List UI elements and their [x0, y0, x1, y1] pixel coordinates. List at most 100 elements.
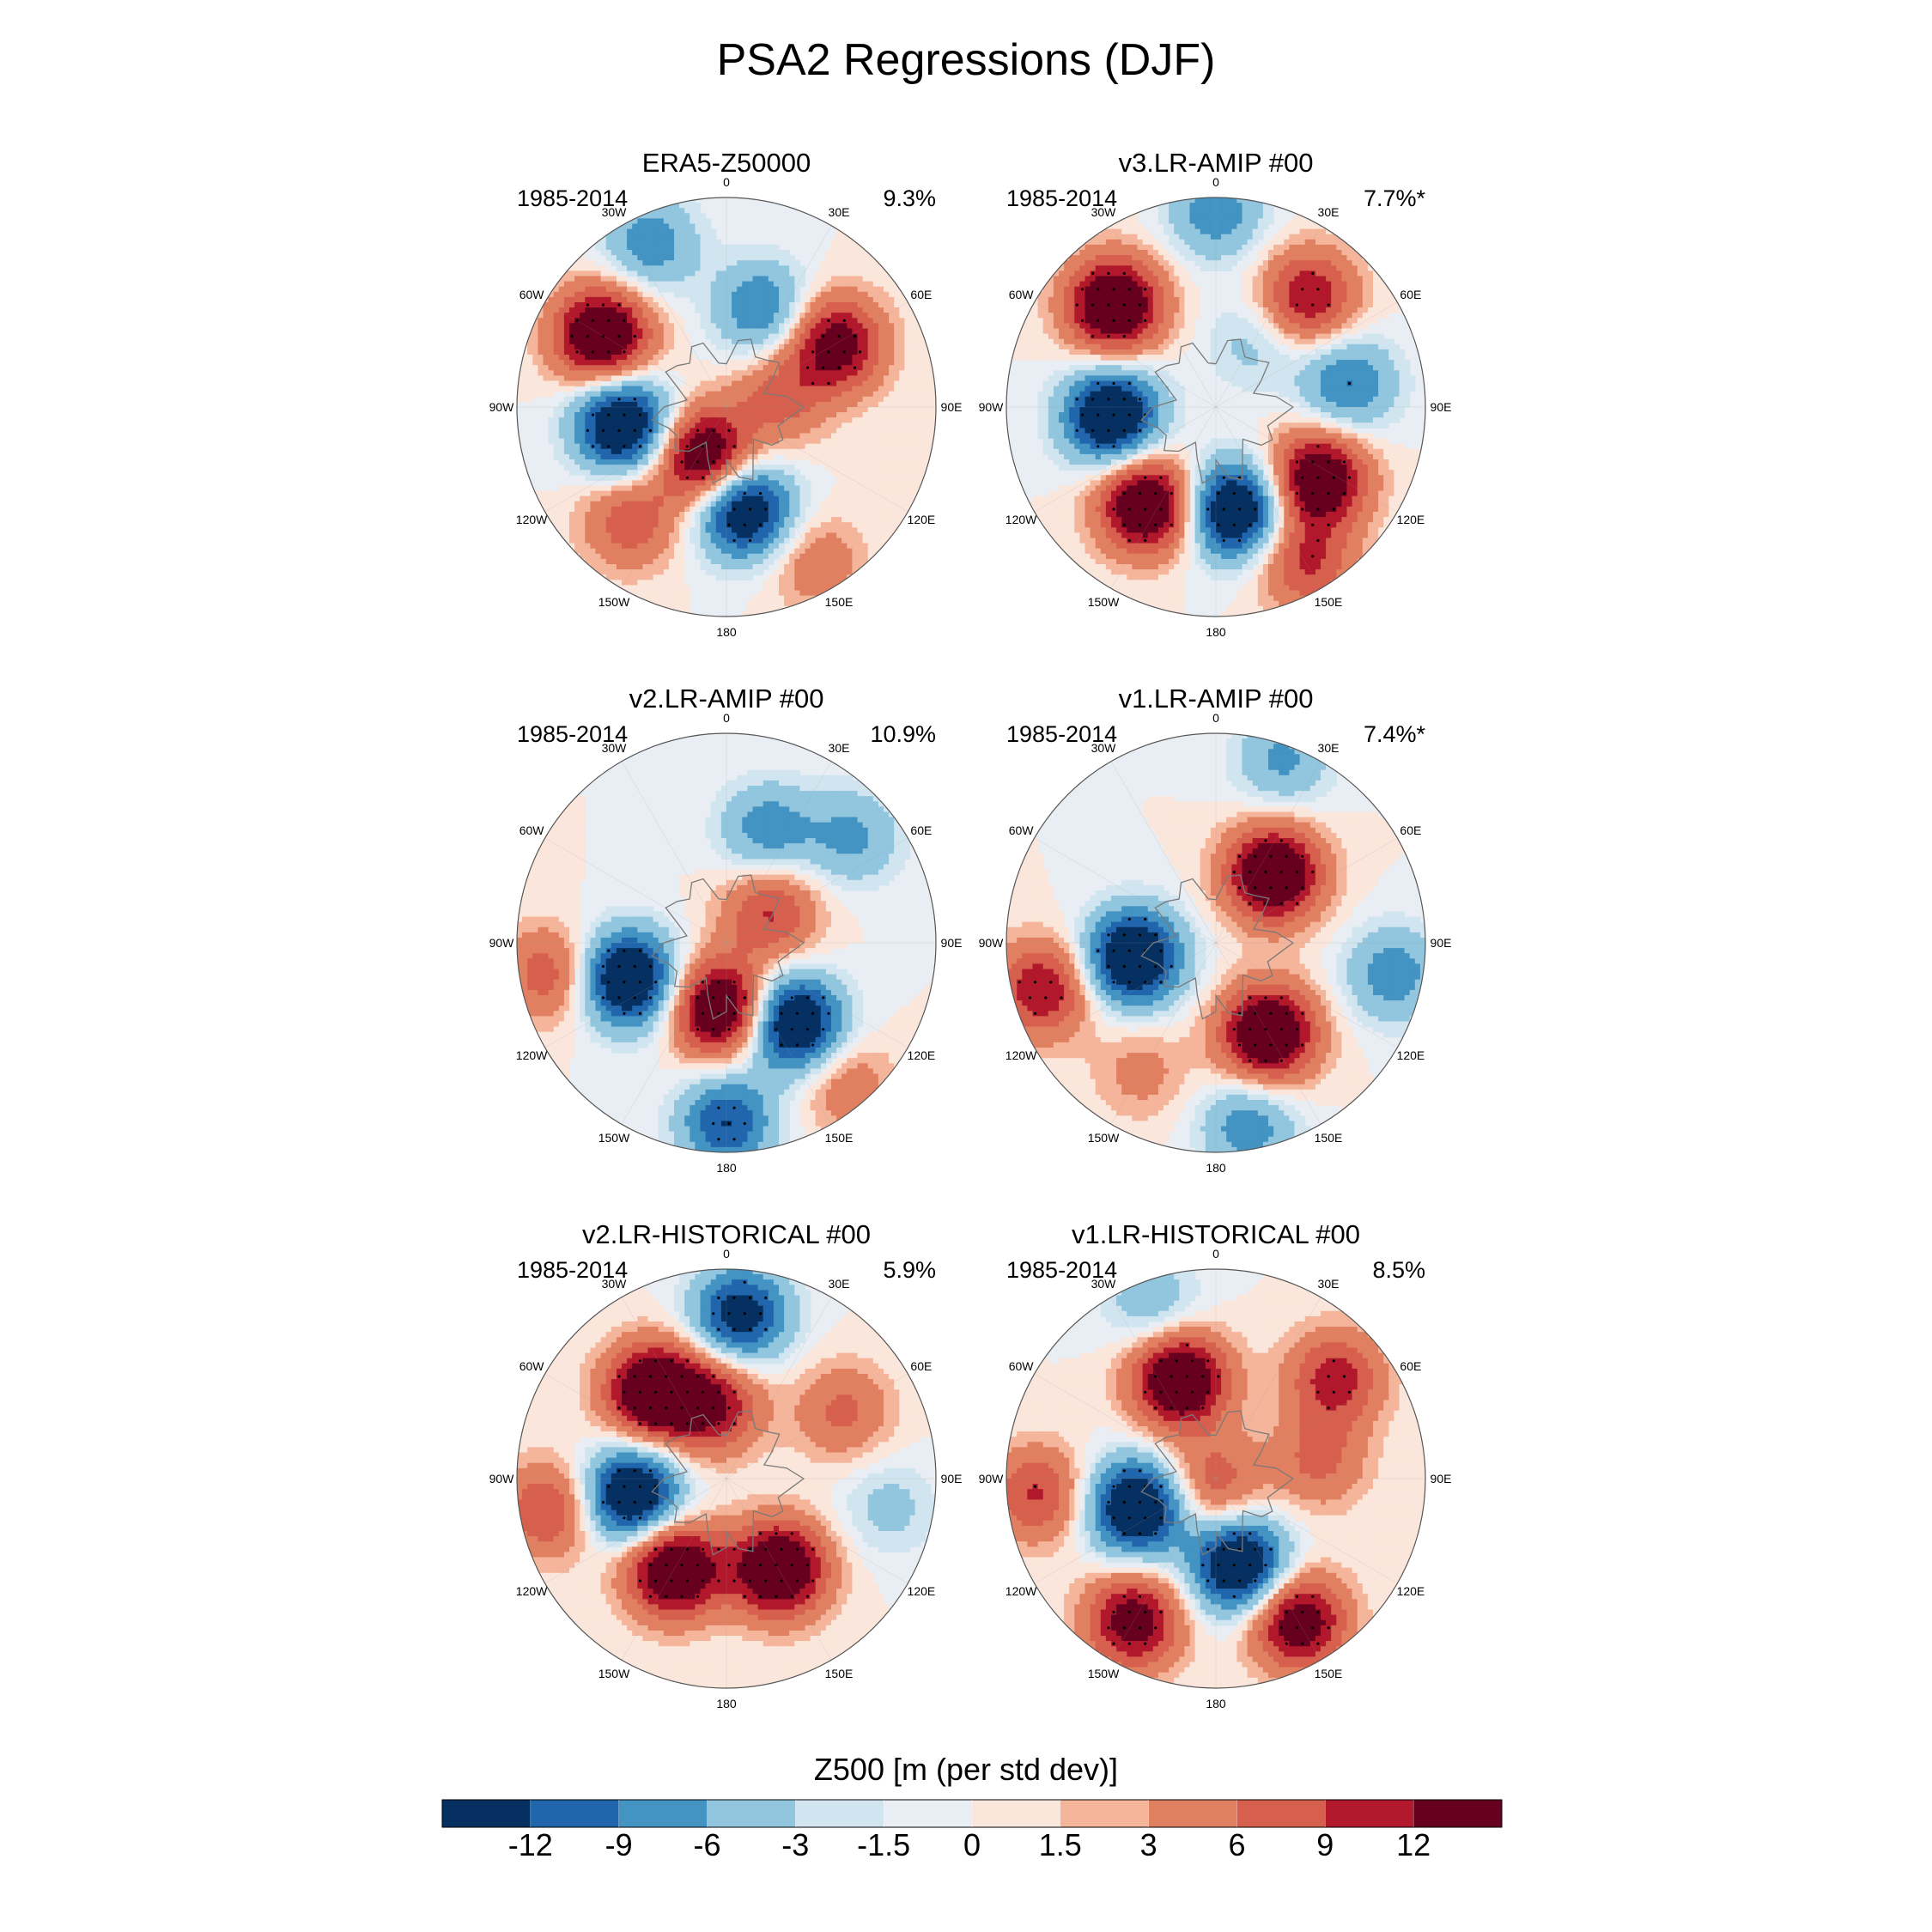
field-cell: [674, 485, 680, 492]
field-cell: [642, 538, 649, 544]
field-cell: [867, 506, 874, 513]
field-cell: [752, 428, 759, 434]
field-cell: [773, 365, 780, 371]
field-cell: [872, 470, 879, 476]
field-cell: [616, 401, 623, 408]
field-cell: [862, 459, 869, 465]
field-cell: [543, 239, 550, 246]
field-cell: [899, 281, 905, 288]
field-cell: [872, 506, 879, 513]
field-cell: [522, 250, 528, 256]
field-cell: [857, 453, 864, 460]
field-cell: [841, 380, 848, 387]
field-cell: [710, 286, 717, 293]
field-cell: [600, 391, 607, 398]
field-cell: [663, 548, 670, 555]
field-cell: [569, 433, 575, 440]
field-cell: [605, 433, 612, 440]
field-cell: [768, 260, 775, 266]
field-cell: [789, 485, 795, 492]
field-cell: [710, 365, 717, 371]
field-cell: [700, 470, 707, 476]
field-cell: [580, 302, 586, 308]
field-cell: [553, 355, 560, 361]
field-cell: [737, 548, 743, 555]
field-cell: [595, 459, 602, 465]
field-cell: [627, 349, 633, 355]
field-cell: [914, 558, 921, 565]
field-cell: [805, 391, 811, 398]
field-cell: [548, 558, 555, 565]
field-cell: [720, 543, 727, 550]
field-cell: [522, 323, 528, 330]
field-cell: [627, 328, 633, 335]
field-cell: [862, 558, 869, 565]
field-cell: [757, 375, 764, 382]
field-cell: [622, 490, 628, 497]
field-cell: [684, 234, 690, 240]
field-cell: [820, 343, 827, 350]
field-cell: [762, 391, 769, 398]
field-cell: [580, 553, 586, 560]
field-cell: [799, 412, 806, 418]
field-cell: [909, 239, 916, 246]
field-cell: [590, 564, 597, 570]
field-cell: [773, 343, 780, 350]
field-cell: [569, 276, 575, 283]
field-cell: [914, 218, 921, 225]
field-cell: [690, 375, 696, 382]
field-cell: [517, 323, 523, 330]
field-cell: [543, 538, 550, 544]
field-cell: [558, 355, 565, 361]
field-cell: [836, 234, 842, 240]
field-cell: [794, 564, 800, 570]
field-cell: [590, 475, 597, 481]
field-cell: [867, 407, 874, 413]
field-cell: [899, 239, 905, 246]
field-cell: [548, 438, 555, 445]
field-cell: [825, 338, 832, 345]
field-cell: [825, 512, 832, 518]
field-cell: [616, 234, 623, 240]
field-cell: [862, 270, 869, 277]
field-cell: [715, 260, 722, 266]
field-cell: [773, 318, 780, 324]
field-cell: [799, 343, 806, 350]
field-cell: [768, 428, 775, 434]
field-cell: [658, 480, 665, 487]
field-cell: [852, 213, 859, 219]
field-cell: [737, 323, 743, 330]
field-cell: [841, 438, 848, 445]
field-cell: [569, 307, 575, 313]
field-cell: [841, 553, 848, 560]
field-cell: [878, 265, 884, 271]
field-cell: [925, 375, 932, 382]
field-cell: [569, 302, 575, 308]
field-cell: [773, 401, 780, 408]
field-cell: [574, 365, 580, 371]
field-cell: [909, 465, 916, 471]
field-cell: [747, 265, 754, 271]
field-cell: [616, 459, 623, 465]
field-cell: [538, 343, 544, 350]
field-cell: [622, 380, 628, 387]
field-cell: [715, 386, 722, 392]
field-cell: [522, 239, 528, 246]
field-cell: [732, 260, 738, 266]
field-cell: [527, 343, 533, 350]
field-cell: [930, 543, 936, 550]
field-cell: [700, 401, 707, 408]
field-cell: [632, 281, 638, 288]
field-cell: [616, 307, 623, 313]
field-cell: [595, 412, 602, 418]
field-cell: [674, 422, 680, 428]
field-cell: [737, 475, 743, 481]
field-cell: [925, 475, 932, 481]
field-cell: [773, 296, 780, 303]
field-cell: [668, 223, 675, 230]
field-cell: [742, 438, 748, 445]
field-cell: [642, 333, 649, 340]
field-cell: [647, 553, 654, 560]
field-cell: [658, 380, 665, 387]
field-cell: [820, 453, 827, 460]
